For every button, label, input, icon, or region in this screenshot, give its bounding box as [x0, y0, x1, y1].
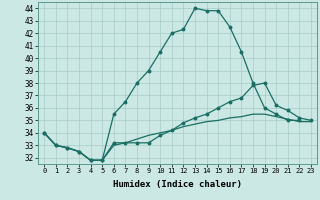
X-axis label: Humidex (Indice chaleur): Humidex (Indice chaleur): [113, 180, 242, 189]
